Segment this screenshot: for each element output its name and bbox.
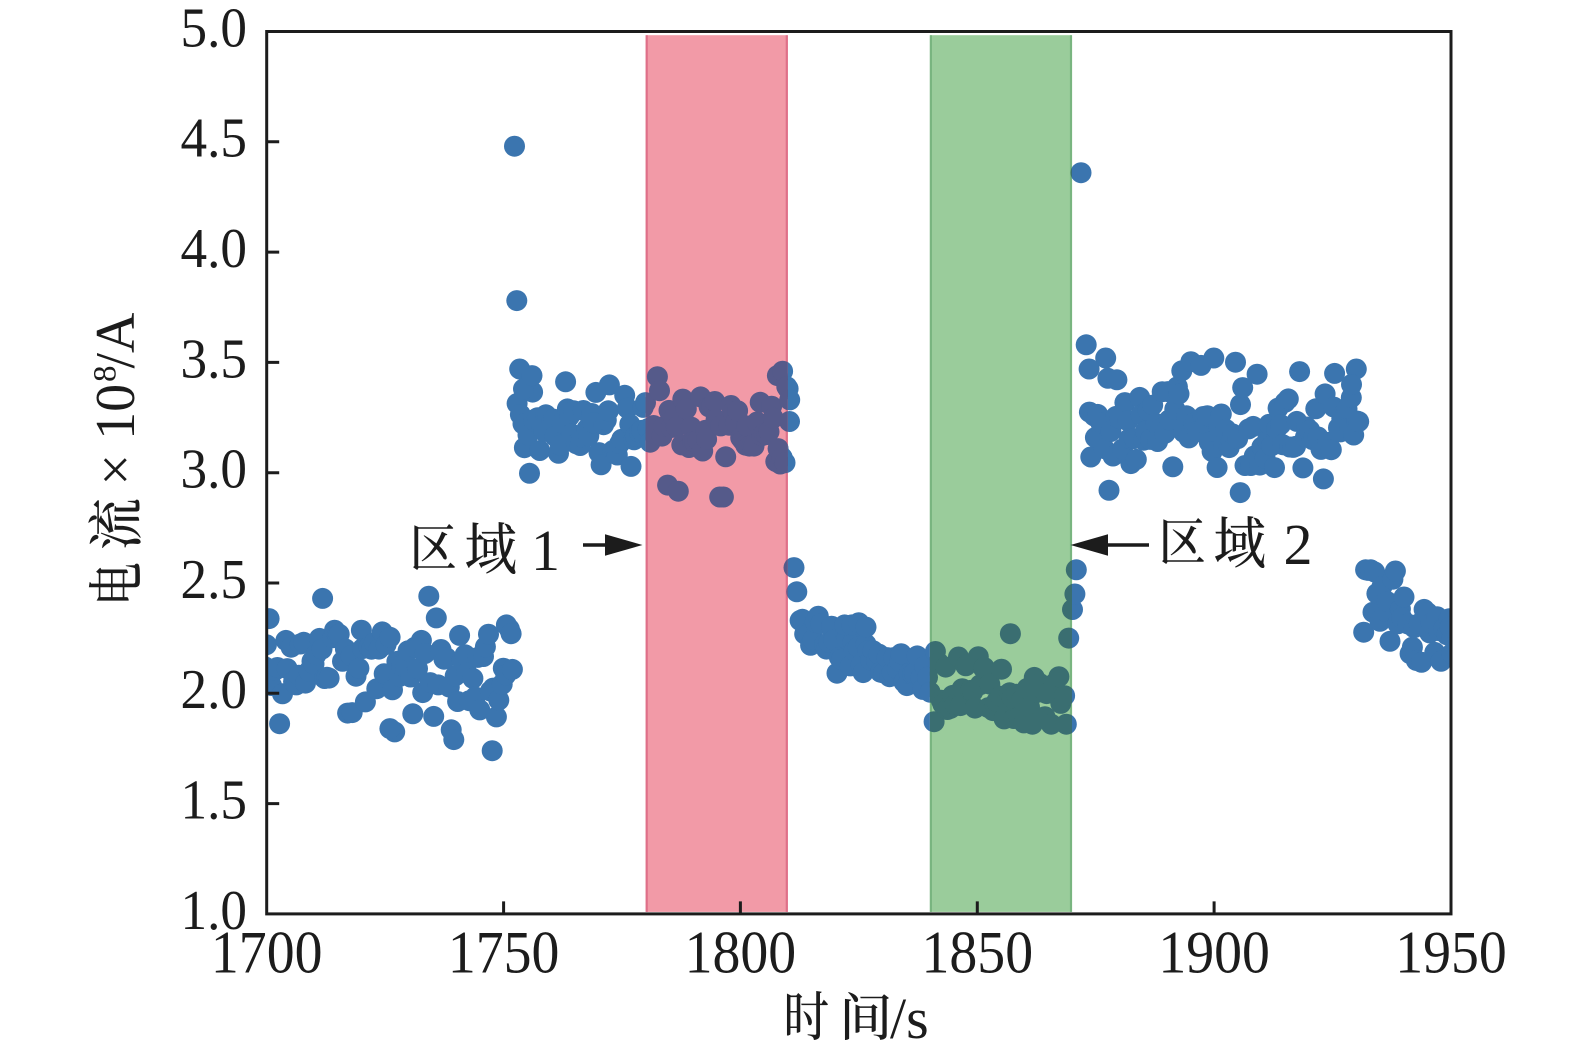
svg-text:/A: /A	[85, 312, 147, 369]
svg-text:2.5: 2.5	[181, 548, 247, 611]
svg-text:× 10: × 10	[85, 384, 147, 486]
svg-text:1800: 1800	[685, 919, 797, 986]
svg-text:5.0: 5.0	[181, 0, 247, 59]
svg-text:2: 2	[1284, 512, 1313, 577]
svg-text:1950: 1950	[1395, 919, 1507, 986]
svg-text:3.5: 3.5	[181, 327, 247, 390]
svg-text:1700: 1700	[211, 919, 323, 986]
svg-text:2.0: 2.0	[181, 658, 247, 721]
svg-text:/s: /s	[890, 986, 929, 1051]
svg-text:1750: 1750	[448, 919, 560, 986]
svg-text:4.0: 4.0	[181, 217, 247, 280]
svg-text:8: 8	[88, 366, 124, 383]
svg-text:1.0: 1.0	[181, 879, 247, 942]
svg-text:1: 1	[531, 518, 560, 583]
svg-text:1850: 1850	[922, 919, 1034, 986]
svg-text:4.5: 4.5	[181, 106, 247, 169]
svg-text:3.0: 3.0	[181, 437, 247, 500]
svg-text:1900: 1900	[1158, 919, 1270, 986]
svg-text:1.5: 1.5	[181, 768, 247, 831]
